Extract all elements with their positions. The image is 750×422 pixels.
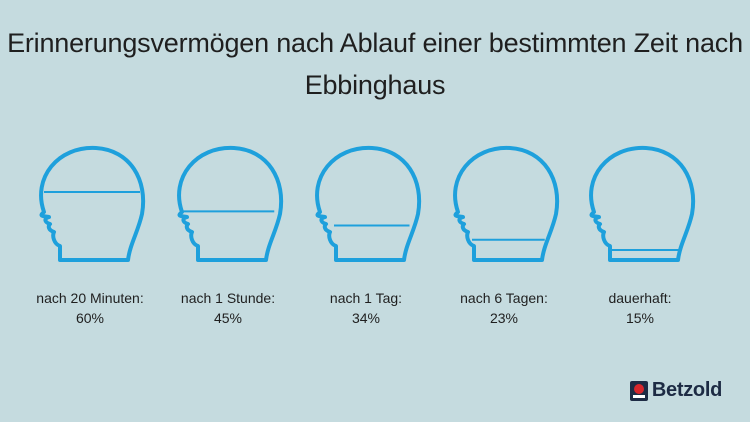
head-figure-1-stunde: nach 1 Stunde: 45% (168, 140, 288, 340)
head-figure-6-tagen: nach 6 Tagen: 23% (444, 140, 564, 340)
head-caption: dauerhaft: 15% (560, 288, 720, 328)
head-outline (177, 145, 284, 262)
percent-label: 45% (213, 310, 243, 326)
head-caption: nach 6 Tagen: 23% (424, 288, 584, 328)
head-icon (315, 145, 422, 262)
title-line-1: Erinnerungsvermögen nach Ablauf einer be… (7, 28, 743, 58)
page-title: Erinnerungsvermögen nach Ablauf einer be… (0, 22, 750, 106)
head-icon (453, 145, 560, 262)
head-outline (39, 145, 146, 262)
head-outline (315, 145, 422, 262)
head-figure-dauerhaft: dauerhaft: 15% (580, 140, 700, 340)
head-icon (177, 145, 284, 262)
head-caption: nach 1 Stunde: 45% (148, 288, 308, 328)
head-outline (453, 145, 560, 262)
time-label: nach 6 Tagen: (460, 290, 548, 306)
percent-label: 15% (625, 310, 655, 326)
head-caption: nach 1 Tag: 34% (286, 288, 446, 328)
time-label: dauerhaft: (608, 290, 672, 306)
head-row: nach 20 Minuten: 60% nach 1 Stunde: 45% … (0, 140, 750, 340)
time-label: nach 20 Minuten: (36, 290, 144, 306)
title-line-2: Ebbinghaus (304, 70, 446, 100)
head-caption: nach 20 Minuten: 60% (10, 288, 170, 328)
logo-icon (629, 380, 648, 401)
time-label: nach 1 Tag: (329, 290, 403, 306)
percent-label: 60% (75, 310, 105, 326)
head-figure-20-minuten: nach 20 Minuten: 60% (30, 140, 150, 340)
head-outline (589, 145, 696, 262)
head-icon (589, 145, 696, 262)
percent-label: 23% (489, 310, 519, 326)
logo-text: Betzold (651, 379, 722, 401)
betzold-logo: Betzold (629, 379, 722, 402)
percent-label: 34% (351, 310, 381, 326)
head-icon (39, 145, 146, 262)
time-label: nach 1 Stunde: (180, 290, 276, 306)
head-figure-1-tag: nach 1 Tag: 34% (306, 140, 426, 340)
